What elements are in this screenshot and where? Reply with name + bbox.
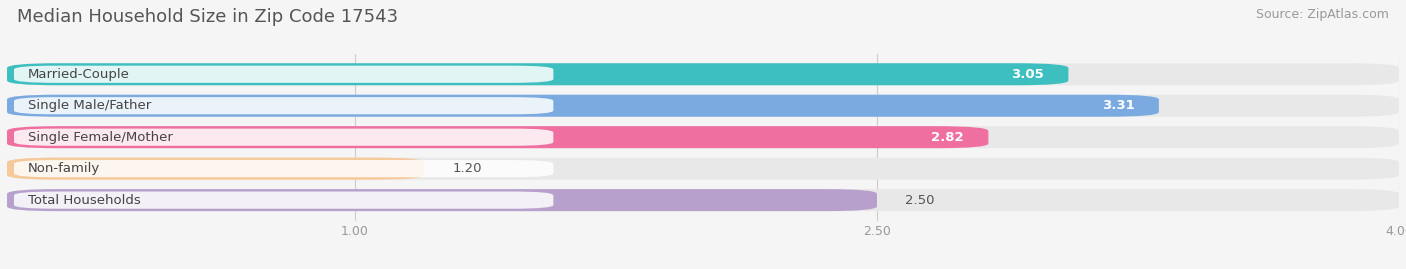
- FancyBboxPatch shape: [7, 158, 425, 180]
- Text: 2.82: 2.82: [931, 131, 965, 144]
- Text: Single Male/Father: Single Male/Father: [28, 99, 152, 112]
- FancyBboxPatch shape: [7, 158, 1399, 180]
- FancyBboxPatch shape: [14, 66, 554, 83]
- FancyBboxPatch shape: [14, 97, 554, 114]
- Text: Total Households: Total Households: [28, 194, 141, 207]
- FancyBboxPatch shape: [14, 192, 554, 209]
- Text: 3.05: 3.05: [1011, 68, 1045, 81]
- FancyBboxPatch shape: [7, 63, 1399, 85]
- Text: Married-Couple: Married-Couple: [28, 68, 129, 81]
- FancyBboxPatch shape: [7, 189, 877, 211]
- FancyBboxPatch shape: [7, 95, 1399, 117]
- FancyBboxPatch shape: [14, 129, 554, 146]
- Text: 1.20: 1.20: [453, 162, 482, 175]
- FancyBboxPatch shape: [7, 189, 1399, 211]
- FancyBboxPatch shape: [14, 160, 554, 177]
- Text: Source: ZipAtlas.com: Source: ZipAtlas.com: [1256, 8, 1389, 21]
- Text: 2.50: 2.50: [905, 194, 935, 207]
- Text: Single Female/Mother: Single Female/Mother: [28, 131, 173, 144]
- FancyBboxPatch shape: [7, 95, 1159, 117]
- FancyBboxPatch shape: [7, 126, 988, 148]
- Text: 3.31: 3.31: [1102, 99, 1135, 112]
- FancyBboxPatch shape: [7, 63, 1069, 85]
- FancyBboxPatch shape: [7, 126, 1399, 148]
- Text: Median Household Size in Zip Code 17543: Median Household Size in Zip Code 17543: [17, 8, 398, 26]
- Text: Non-family: Non-family: [28, 162, 100, 175]
